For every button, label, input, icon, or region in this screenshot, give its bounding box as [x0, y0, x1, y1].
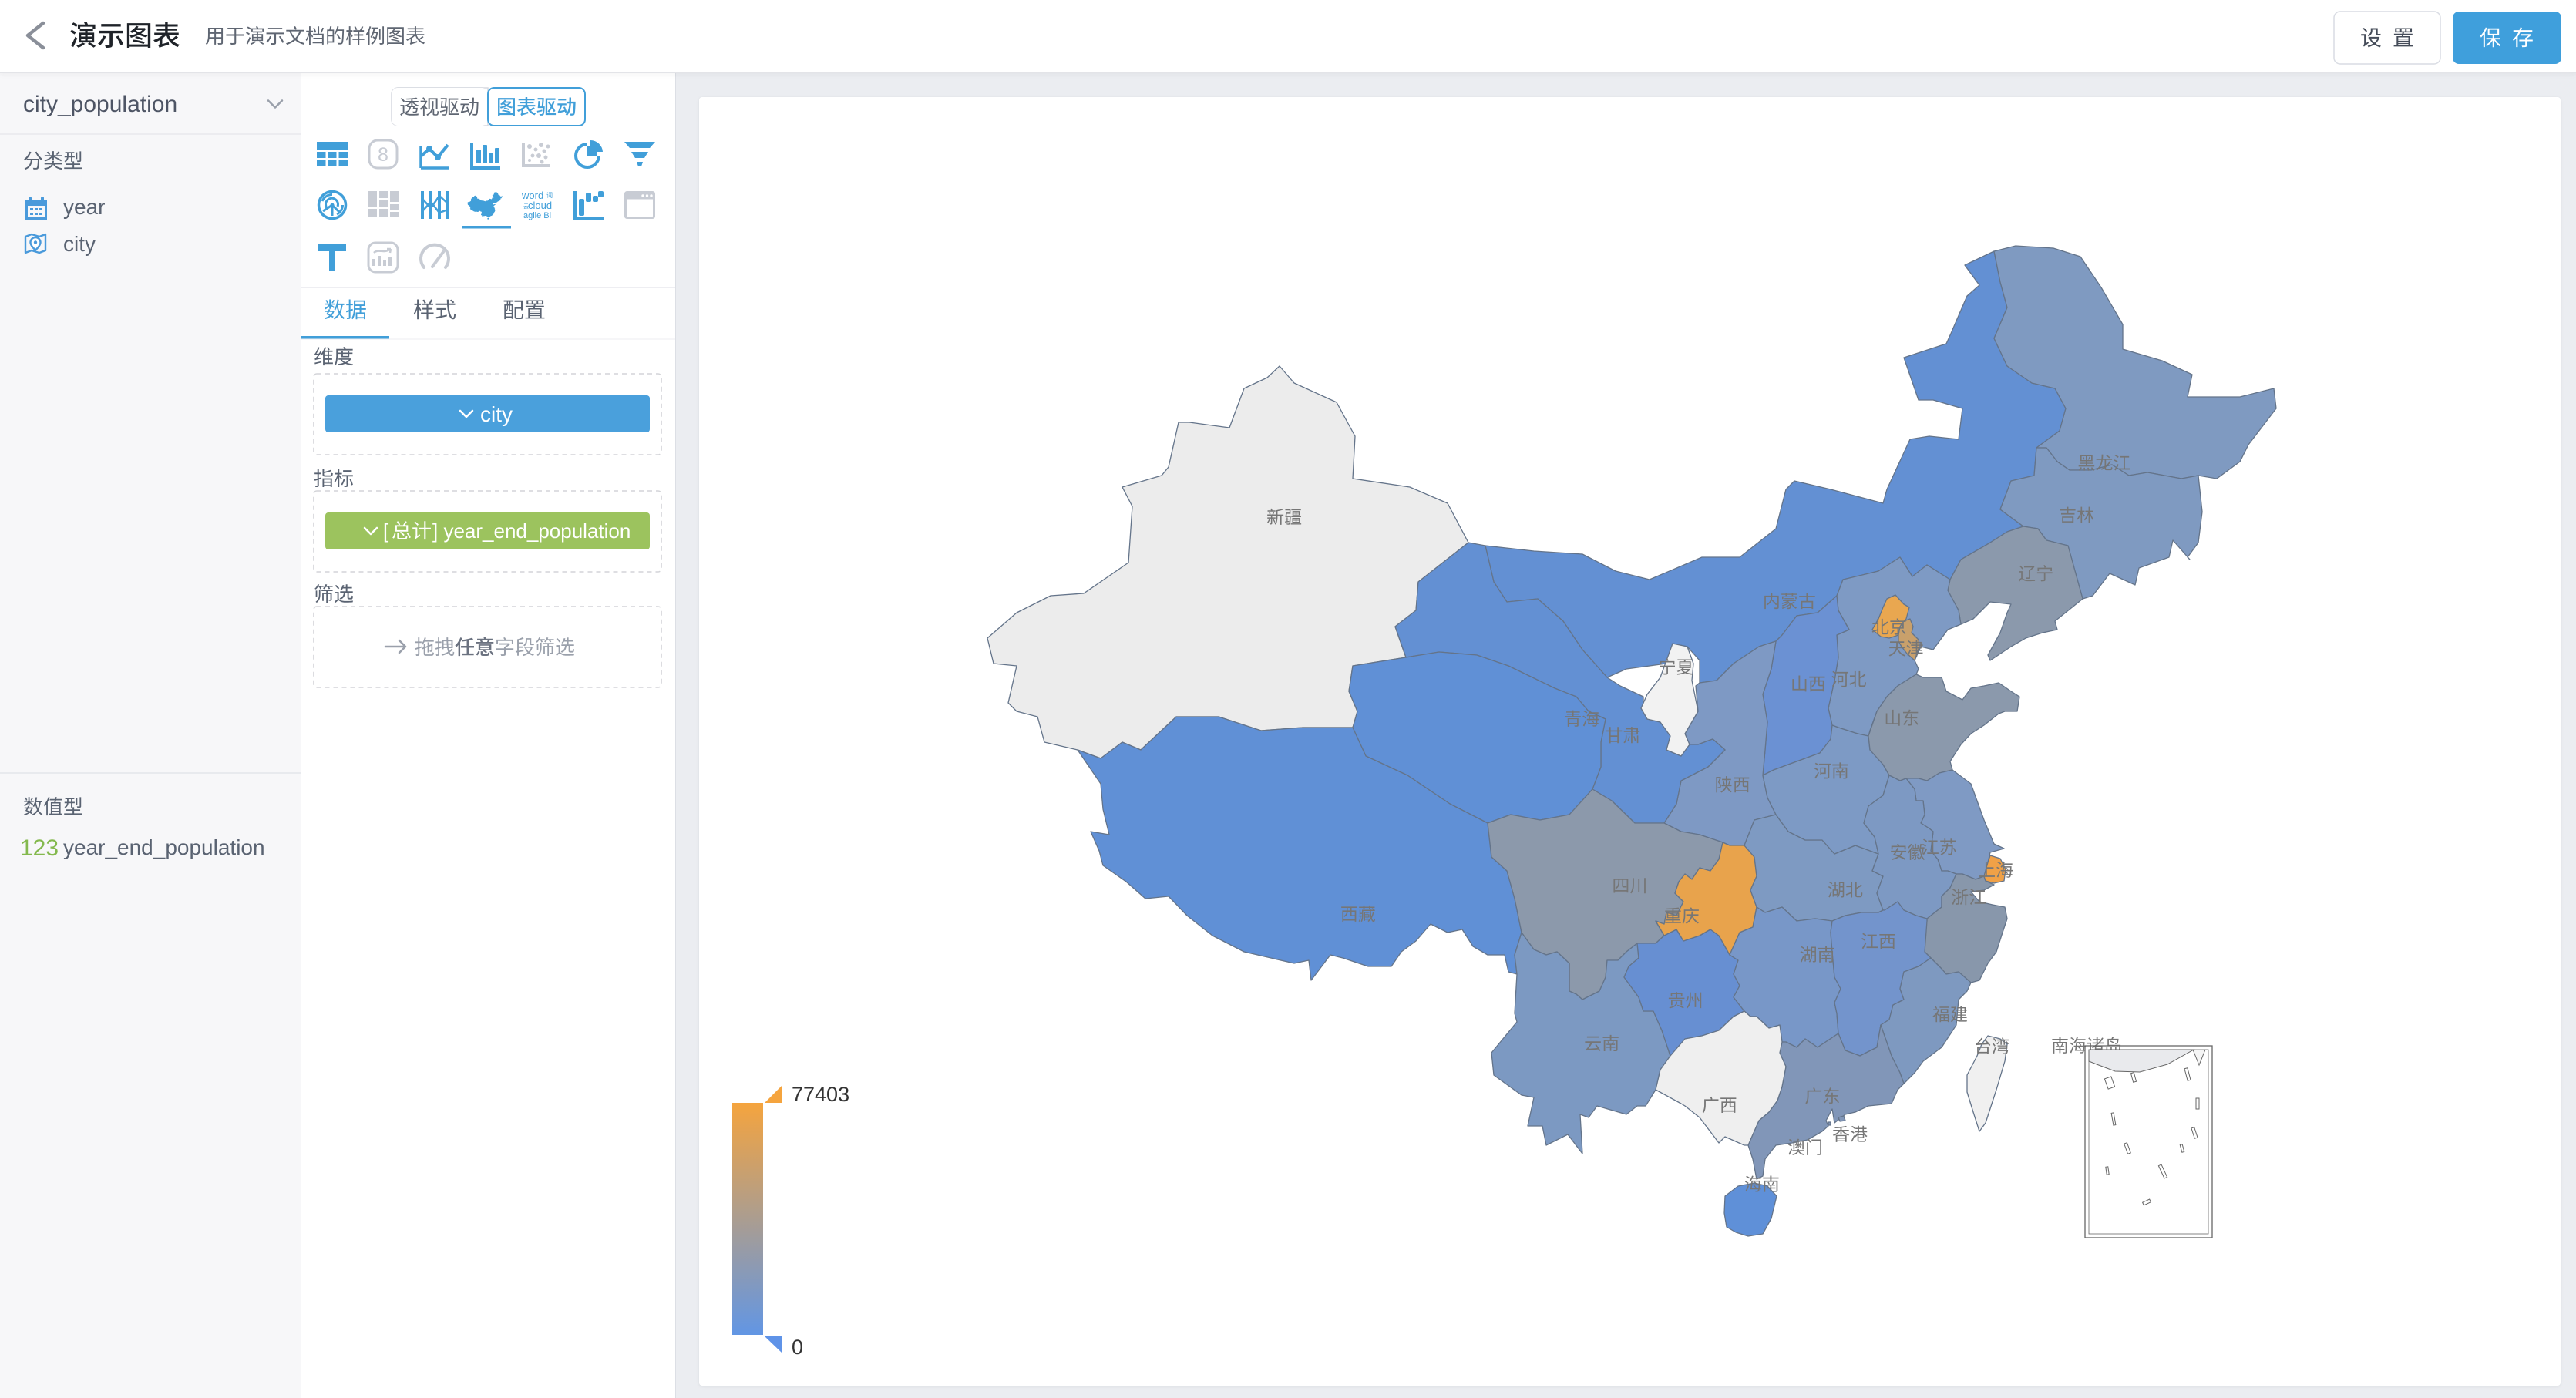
svg-text:[: [ — [383, 519, 389, 543]
svg-text:77403: 77403 — [792, 1083, 849, 1106]
svg-text:123: 123 — [20, 835, 59, 861]
svg-text:词: 词 — [546, 192, 553, 199]
svg-text:city: city — [63, 232, 96, 256]
svg-text:year: year — [63, 195, 105, 219]
svg-text:agile Bi: agile Bi — [523, 211, 551, 220]
svg-text:cloud: cloud — [528, 200, 552, 211]
svg-text:year_end_population: year_end_population — [63, 835, 265, 859]
svg-text:] year_end_population: ] year_end_population — [432, 519, 631, 543]
svg-text:city: city — [480, 402, 513, 426]
svg-text:word: word — [521, 190, 543, 201]
svg-text:8: 8 — [378, 144, 388, 166]
svg-text:city_population: city_population — [23, 92, 177, 117]
svg-text:0: 0 — [792, 1336, 803, 1359]
svg-text:云: 云 — [523, 203, 529, 210]
